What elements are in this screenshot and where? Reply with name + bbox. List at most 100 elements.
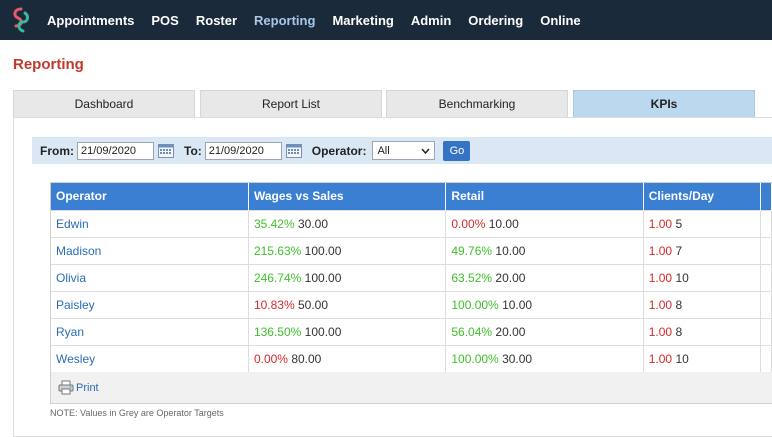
cell-clients-per-day: 1.00 5	[643, 209, 761, 237]
cell-operator[interactable]: Wesley	[51, 344, 249, 372]
wages-target: 50.00	[298, 297, 329, 312]
clients-target: 8	[675, 297, 683, 312]
cell-operator[interactable]: Ryan	[51, 317, 249, 345]
operator-link[interactable]: Paisley	[56, 297, 95, 312]
clients-actual: 1.00	[648, 297, 673, 312]
to-label: To:	[184, 143, 202, 158]
cell-clients-per-day: 1.00 8	[643, 290, 761, 318]
operator-link[interactable]: Edwin	[56, 216, 89, 231]
cell-operator[interactable]: Madison	[51, 236, 249, 264]
cell-extra	[760, 344, 772, 372]
retail-actual: 100.00%	[451, 351, 499, 366]
clients-target: 10	[675, 351, 689, 366]
nav-appointments[interactable]: Appointments	[47, 12, 135, 28]
retail-target: 30.00	[502, 351, 533, 366]
kpi-table-wrapper: Operator Wages vs Sales Retail Clients/D…	[50, 182, 772, 404]
wages-target: 100.00	[304, 243, 342, 258]
from-label: From:	[40, 143, 74, 158]
cell-operator[interactable]: Paisley	[51, 290, 249, 318]
cell-retail: 56.04% 20.00	[445, 317, 644, 345]
filter-bar: From: 21/09/2020 To: 21/09/2020 Operator…	[32, 137, 772, 164]
print-link[interactable]: Print	[58, 380, 99, 395]
calendar-icon[interactable]	[285, 143, 302, 158]
wages-actual: 136.50%	[253, 324, 302, 339]
top-nav: Appointments POS Roster Reporting Market…	[0, 0, 772, 40]
tab-kpis[interactable]: KPIs	[573, 90, 755, 117]
clients-target: 10	[675, 270, 689, 285]
nav-pos[interactable]: POS	[151, 12, 179, 28]
cell-wages-vs-sales: 246.74% 100.00	[248, 263, 447, 291]
operator-select-value: All	[377, 144, 390, 157]
wages-target: 80.00	[291, 351, 322, 366]
table-row: Wesley 0.00% 80.00 100.00% 30.00 1.00 10	[51, 344, 772, 372]
col-header-extra	[760, 183, 772, 210]
col-header-clients-per-day[interactable]: Clients/Day	[643, 183, 761, 210]
cell-retail: 63.52% 20.00	[445, 263, 644, 291]
tab-benchmarking[interactable]: Benchmarking	[386, 90, 568, 117]
retail-actual: 100.00%	[451, 297, 499, 312]
retail-target: 10.00	[488, 216, 519, 231]
cell-retail: 49.76% 10.00	[445, 236, 644, 264]
tab-report-list[interactable]: Report List	[200, 90, 382, 117]
col-header-wages-vs-sales[interactable]: Wages vs Sales	[248, 183, 447, 210]
nav-ordering[interactable]: Ordering	[468, 12, 524, 28]
col-header-operator[interactable]: Operator	[51, 183, 249, 210]
printer-icon	[58, 380, 74, 395]
chevron-down-icon	[421, 148, 431, 154]
clients-target: 5	[675, 216, 683, 231]
cell-retail: 100.00% 10.00	[445, 290, 644, 318]
nav-reporting[interactable]: Reporting	[254, 12, 316, 28]
wages-actual: 35.42%	[253, 216, 295, 231]
nav-roster[interactable]: Roster	[195, 12, 238, 28]
operator-link[interactable]: Wesley	[56, 351, 96, 366]
retail-actual: 49.76%	[451, 243, 493, 258]
wages-actual: 0.00%	[253, 351, 288, 366]
print-label: Print	[76, 381, 99, 394]
nav-marketing[interactable]: Marketing	[332, 12, 394, 28]
col-header-retail[interactable]: Retail	[445, 183, 644, 210]
go-button[interactable]: Go	[443, 140, 471, 161]
nav-online[interactable]: Online	[540, 12, 581, 28]
kpi-table: Operator Wages vs Sales Retail Clients/D…	[51, 183, 772, 372]
cell-extra	[760, 236, 772, 264]
clients-actual: 1.00	[648, 270, 673, 285]
to-date-input[interactable]: 21/09/2020	[204, 141, 282, 160]
table-row: Olivia 246.74% 100.00 63.52% 20.00 1.00 10	[51, 263, 772, 291]
cell-extra	[760, 317, 772, 345]
operator-select[interactable]: All	[372, 141, 436, 160]
app-logo-icon[interactable]	[9, 6, 33, 34]
retail-actual: 56.04%	[451, 324, 493, 339]
clients-actual: 1.00	[648, 324, 673, 339]
table-row: Edwin 35.42% 30.00 0.00% 10.00 1.00 5	[51, 209, 772, 237]
operator-link[interactable]: Olivia	[56, 270, 87, 285]
cell-operator[interactable]: Olivia	[51, 263, 249, 291]
cell-wages-vs-sales: 35.42% 30.00	[248, 209, 447, 237]
retail-target: 10.00	[495, 243, 526, 258]
operator-label: Operator:	[311, 143, 367, 158]
cell-clients-per-day: 1.00 10	[643, 263, 761, 291]
cell-extra	[760, 209, 772, 237]
clients-actual: 1.00	[648, 243, 673, 258]
retail-target: 20.00	[495, 270, 526, 285]
nav-admin[interactable]: Admin	[410, 12, 452, 28]
retail-target: 20.00	[495, 324, 526, 339]
page-title: Reporting	[13, 56, 84, 73]
cell-clients-per-day: 1.00 8	[643, 317, 761, 345]
wages-target: 30.00	[298, 216, 329, 231]
table-row: Paisley 10.83% 50.00 100.00% 10.00 1.00 8	[51, 290, 772, 318]
cell-retail: 100.00% 30.00	[445, 344, 644, 372]
cell-extra	[760, 290, 772, 318]
calendar-icon[interactable]	[158, 143, 174, 158]
table-header-row: Operator Wages vs Sales Retail Clients/D…	[51, 183, 772, 210]
from-date-input[interactable]: 21/09/2020	[77, 141, 154, 160]
cell-operator[interactable]: Edwin	[51, 209, 249, 237]
wages-actual: 10.83%	[253, 297, 295, 312]
wages-target: 100.00	[304, 324, 342, 339]
cell-wages-vs-sales: 10.83% 50.00	[248, 290, 447, 318]
operator-link[interactable]: Ryan	[56, 324, 85, 339]
tab-dashboard[interactable]: Dashboard	[13, 90, 195, 117]
retail-actual: 0.00%	[451, 216, 486, 231]
targets-note: NOTE: Values in Grey are Operator Target…	[50, 408, 224, 418]
wages-target: 100.00	[304, 270, 342, 285]
operator-link[interactable]: Madison	[56, 243, 102, 258]
